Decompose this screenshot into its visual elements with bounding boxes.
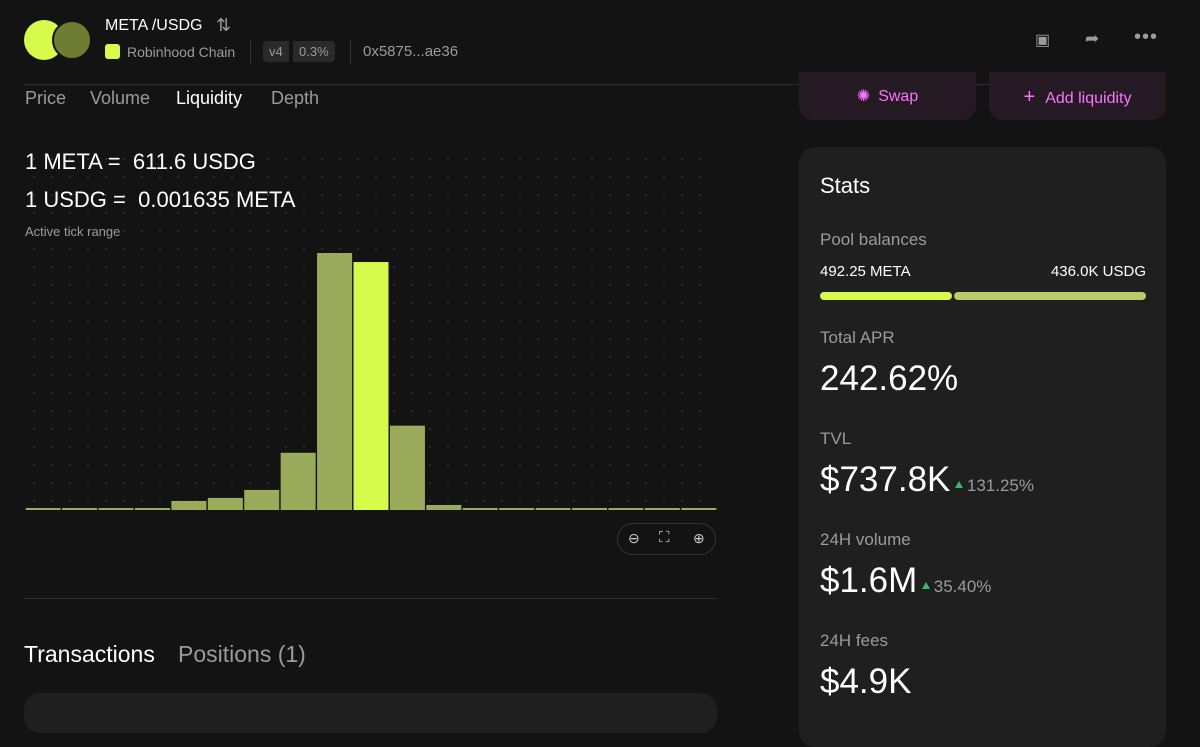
token-logo: [52, 20, 92, 60]
chart-tab[interactable]: Price: [25, 88, 67, 108]
fee-badge: 0.3%: [293, 41, 335, 62]
liquidity-bar: [426, 504, 462, 510]
chain-icon: [105, 44, 120, 59]
stat-value: $1.6M: [820, 561, 918, 600]
transactions-tab[interactable]: Transactions: [24, 641, 155, 667]
divider: [350, 40, 351, 64]
more-icon[interactable]: •••: [1134, 26, 1159, 48]
reset-zoom-button[interactable]: ⛶: [659, 529, 670, 546]
price-label: 1 USDG =: [25, 187, 126, 212]
liquidity-bar: [62, 507, 98, 510]
liquidity-bar: [25, 507, 61, 510]
stat-change: 131.25%: [954, 476, 1034, 495]
stat-value: $4.9K: [820, 662, 912, 701]
zoom-controls: ⊖ ⛶ ⊕: [617, 523, 716, 555]
swap-button[interactable]: ✺ Swap: [799, 72, 976, 120]
chart-caption: Active tick range: [25, 224, 121, 239]
version-badge: v4: [263, 41, 289, 62]
stat-label: TVL: [820, 429, 852, 448]
price-value: 611.6 USDG: [132, 149, 256, 174]
positions-tab[interactable]: Positions (1): [178, 641, 306, 667]
price-line: 1 META = 611.6 USDG: [25, 149, 256, 175]
stat-row: $737.8K 131.25%: [820, 460, 1034, 500]
price-value: 0.001635 META: [138, 187, 296, 212]
liquidity-bar: [134, 507, 170, 510]
liquidity-bar: [681, 507, 717, 510]
liquidity-bar: [462, 507, 498, 510]
liquidity-bar: [608, 507, 644, 510]
chart-tab-active[interactable]: Liquidity: [176, 88, 243, 108]
header-divider: [24, 84, 1165, 85]
stat-label: Total APR: [820, 328, 895, 347]
stat-row: $1.6M 35.40%: [820, 561, 991, 601]
stats-title: Stats: [820, 173, 871, 198]
share-icon[interactable]: ➦: [1085, 29, 1100, 48]
usdg-balance-bar: [954, 292, 1146, 300]
pair-name: META /USDG: [105, 17, 203, 34]
liquidity-bar: [98, 507, 134, 510]
stats-card: Stats Pool balances 492.25 META 436.0K U…: [799, 147, 1166, 747]
stat-change-value: 35.40%: [933, 577, 992, 596]
stat-label: Pool balances: [820, 230, 927, 249]
chart-tab[interactable]: Depth: [271, 88, 320, 108]
stat-value: $737.8K: [820, 460, 951, 499]
liquidity-bar: [572, 507, 608, 510]
section-divider: [24, 598, 717, 599]
liquidity-bar: [389, 425, 425, 510]
transactions-table: [24, 693, 717, 733]
stat-label: 24H volume: [820, 530, 911, 549]
liquidity-bar: [535, 507, 571, 510]
swap-label: Swap: [878, 88, 919, 105]
liquidity-bar: [244, 489, 280, 510]
stat-change-value: 131.25%: [966, 476, 1034, 495]
liquidity-bar: [280, 452, 316, 510]
liquidity-bar: [207, 497, 243, 510]
zoom-in-button[interactable]: ⊕: [693, 530, 705, 546]
page: META /USDG ⇅ Robinhood Chain v4 0.3% 0x5…: [24, 15, 1166, 747]
add-liquidity-label: Add liquidity: [1045, 90, 1132, 107]
liquidity-bar: [353, 262, 389, 510]
explorer-icon[interactable]: ▣: [1035, 32, 1051, 49]
liquidity-bar: [171, 500, 207, 510]
liquidity-bar: [499, 507, 535, 510]
liquidity-bar: [317, 253, 353, 510]
add-liquidity-button[interactable]: + Add liquidity: [989, 72, 1166, 120]
chain-name: Robinhood Chain: [127, 44, 236, 60]
stat-label: 24H fees: [820, 631, 889, 650]
stat-value: 242.62%: [820, 359, 959, 398]
chart-tab[interactable]: Volume: [90, 88, 151, 108]
pool-address[interactable]: 0x5875...ae36: [363, 43, 459, 60]
liquidity-chart: [25, 253, 717, 510]
usdg-balance: 436.0K USDG: [1050, 263, 1146, 280]
meta-balance: 492.25 META: [820, 263, 911, 280]
stat-change: 35.40%: [921, 577, 992, 596]
liquidity-bar: [644, 507, 680, 510]
meta-balance-bar: [820, 292, 952, 300]
price-label: 1 META =: [25, 149, 121, 174]
price-line: 1 USDG = 0.001635 META: [25, 187, 295, 213]
zoom-out-button[interactable]: ⊖: [628, 530, 640, 546]
swap-direction-icon[interactable]: ⇅: [216, 15, 232, 35]
divider: [250, 40, 251, 64]
